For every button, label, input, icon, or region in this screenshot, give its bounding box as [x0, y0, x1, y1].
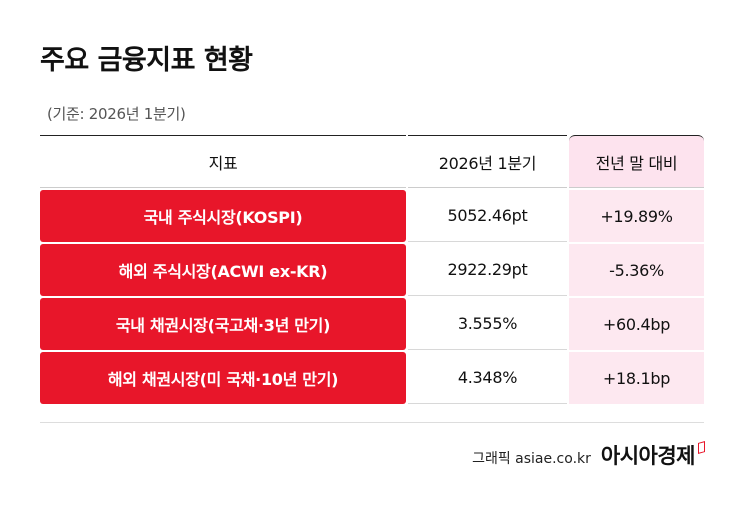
footer-divider [40, 422, 704, 423]
graphic-credit: 그래픽 asiae.co.kr [472, 451, 591, 467]
table-row: 국내 주식시장(KOSPI) 5052.46pt +19.89% [40, 190, 704, 242]
indicator-change: -5.36% [569, 244, 704, 296]
footer: 그래픽 asiae.co.kr 아시아경제 [472, 440, 705, 470]
column-header-change: 전년 말 대비 [569, 135, 704, 188]
logo-mark-icon [698, 441, 705, 454]
indicator-table: 지표 2026년 1분기 전년 말 대비 국내 주식시장(KOSPI) 5052… [40, 135, 704, 406]
table-row: 해외 채권시장(미 국채·10년 만기) 4.348% +18.1bp [40, 352, 704, 404]
indicator-change: +19.89% [569, 190, 704, 242]
publisher-logo-text: 아시아경제 [600, 444, 696, 468]
page-title: 주요 금융지표 현황 [40, 45, 253, 76]
indicator-label: 해외 주식시장(ACWI ex-KR) [40, 244, 406, 296]
indicator-label: 국내 채권시장(국고채·3년 만기) [40, 298, 406, 350]
column-header-indicator: 지표 [40, 135, 406, 188]
publisher-logo: 아시아경제 [601, 440, 705, 470]
indicator-label: 국내 주식시장(KOSPI) [40, 190, 406, 242]
indicator-value: 4.348% [408, 352, 567, 404]
table-header-row: 지표 2026년 1분기 전년 말 대비 [40, 135, 704, 188]
indicator-change: +18.1bp [569, 352, 704, 404]
page-subtitle: (기준: 2026년 1분기) [47, 105, 186, 123]
table-row: 국내 채권시장(국고채·3년 만기) 3.555% +60.4bp [40, 298, 704, 350]
indicator-value: 2922.29pt [408, 244, 567, 296]
indicator-change: +60.4bp [569, 298, 704, 350]
indicator-value: 3.555% [408, 298, 567, 350]
table-row: 해외 주식시장(ACWI ex-KR) 2922.29pt -5.36% [40, 244, 704, 296]
indicator-value: 5052.46pt [408, 190, 567, 242]
indicator-label: 해외 채권시장(미 국채·10년 만기) [40, 352, 406, 404]
column-header-value: 2026년 1분기 [408, 135, 567, 188]
